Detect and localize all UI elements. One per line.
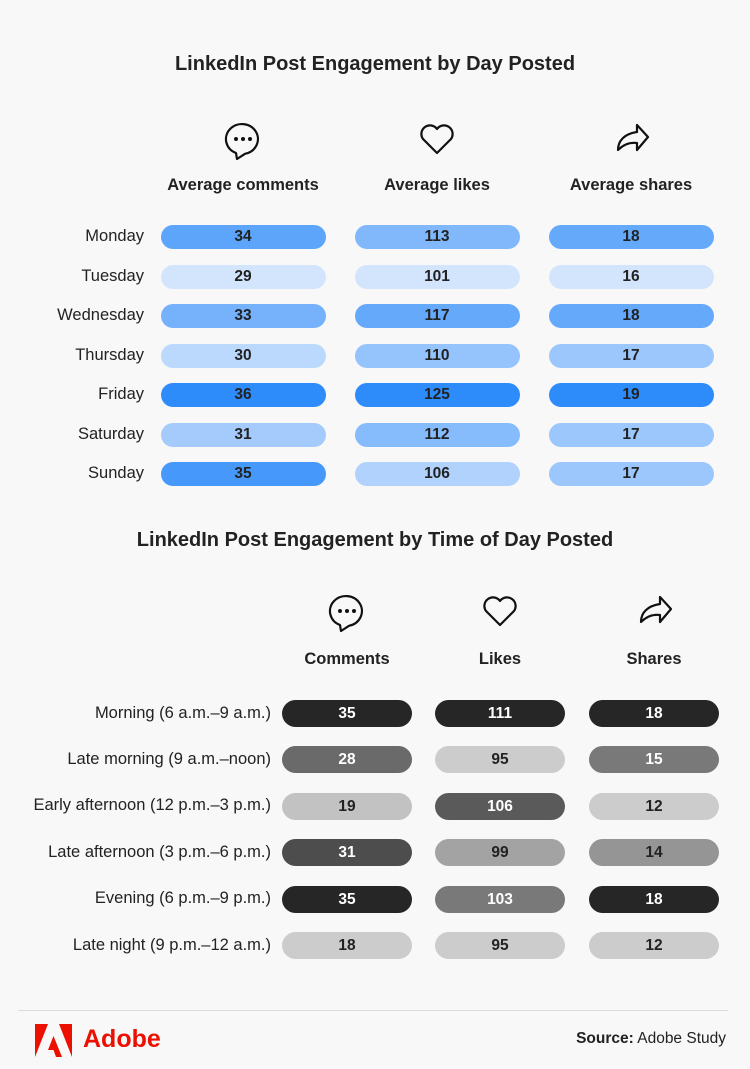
value-cell: 18 bbox=[589, 885, 719, 913]
column-header: Average likes bbox=[384, 176, 490, 194]
value-cell: 113 bbox=[354, 225, 520, 249]
value-cell: 15 bbox=[589, 746, 719, 774]
value-cell: 95 bbox=[435, 746, 565, 774]
value-cell: 17 bbox=[548, 462, 714, 486]
column-header: Likes bbox=[478, 650, 522, 668]
value-cell: 101 bbox=[354, 264, 520, 289]
value-cell: 18 bbox=[548, 225, 714, 249]
value-cell: 112 bbox=[354, 422, 520, 447]
value-cell: 125 bbox=[354, 383, 520, 407]
value-cell: 17 bbox=[548, 422, 714, 447]
value-cell: 35 bbox=[160, 462, 326, 486]
value-cell: 95 bbox=[435, 932, 565, 959]
value-cell: 29 bbox=[160, 264, 326, 289]
value-cell: 33 bbox=[160, 304, 326, 328]
value-cell: 12 bbox=[589, 932, 719, 959]
value-cell: 103 bbox=[435, 885, 565, 913]
footer-divider bbox=[18, 1010, 728, 1011]
value-cell: 18 bbox=[548, 304, 714, 328]
column-header: Comments bbox=[304, 650, 390, 668]
row-label: Monday bbox=[85, 227, 144, 245]
value-cell: 19 bbox=[282, 792, 412, 820]
adobe-logo-icon bbox=[35, 1024, 72, 1057]
row-label: Evening (6 p.m.–9 p.m.) bbox=[94, 889, 271, 908]
value-cell: 106 bbox=[354, 462, 520, 486]
value-cell: 16 bbox=[548, 264, 714, 289]
value-cell: 117 bbox=[354, 304, 520, 328]
row-label: Wednesday bbox=[57, 306, 144, 324]
value-cell: 110 bbox=[354, 343, 520, 368]
value-cell: 19 bbox=[548, 383, 714, 407]
row-label: Late morning (9 a.m.–noon) bbox=[67, 749, 271, 768]
share-arrow-icon bbox=[611, 120, 651, 165]
row-label: Saturday bbox=[77, 424, 144, 443]
row-label: Late afternoon (3 p.m.–6 p.m.) bbox=[48, 842, 271, 861]
value-cell: 111 bbox=[435, 700, 565, 727]
value-cell: 34 bbox=[160, 225, 326, 249]
column-header: Shares bbox=[626, 650, 682, 668]
value-cell: 28 bbox=[282, 746, 412, 774]
value-cell: 14 bbox=[589, 839, 719, 867]
row-label: Tuesday bbox=[81, 266, 144, 285]
value-cell: 18 bbox=[589, 700, 719, 727]
column-header: Average comments bbox=[167, 176, 319, 194]
value-cell: 18 bbox=[282, 932, 412, 959]
column-header: Average shares bbox=[569, 176, 693, 194]
value-cell: 31 bbox=[160, 422, 326, 447]
row-label: Early afternoon (12 p.m.–3 p.m.) bbox=[33, 796, 271, 815]
value-cell: 31 bbox=[282, 839, 412, 867]
adobe-logo-text: Adobe bbox=[83, 1025, 161, 1053]
speech-bubble-icon bbox=[223, 120, 263, 165]
chart-title-day: LinkedIn Post Engagement by Day Posted bbox=[174, 53, 576, 75]
heart-icon bbox=[417, 120, 457, 165]
source-note: Source: Adobe Study bbox=[576, 1030, 726, 1048]
share-arrow-icon bbox=[634, 592, 674, 637]
value-cell: 99 bbox=[435, 839, 565, 867]
heart-icon bbox=[480, 592, 520, 637]
value-cell: 35 bbox=[282, 885, 412, 913]
value-cell: 17 bbox=[548, 343, 714, 368]
row-label: Morning (6 a.m.–9 a.m.) bbox=[94, 703, 271, 722]
source-label: Source: bbox=[576, 1030, 634, 1047]
row-label: Friday bbox=[98, 385, 144, 403]
value-cell: 30 bbox=[160, 343, 326, 368]
row-label: Thursday bbox=[75, 345, 144, 364]
speech-bubble-icon bbox=[327, 592, 367, 637]
value-cell: 35 bbox=[282, 700, 412, 727]
row-label: Late night (9 p.m.–12 a.m.) bbox=[72, 935, 271, 954]
value-cell: 12 bbox=[589, 792, 719, 820]
value-cell: 106 bbox=[435, 792, 565, 820]
row-label: Sunday bbox=[88, 464, 144, 482]
source-value: Adobe Study bbox=[637, 1030, 726, 1047]
chart-title-time: LinkedIn Post Engagement by Time of Day … bbox=[136, 529, 614, 551]
value-cell: 36 bbox=[160, 383, 326, 407]
